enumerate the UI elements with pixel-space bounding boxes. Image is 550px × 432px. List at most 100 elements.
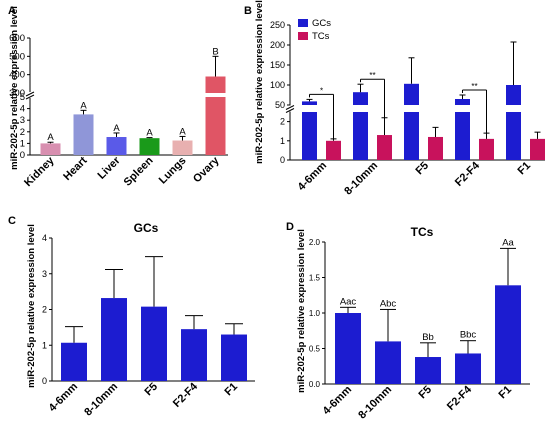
- panel-b-bar-tcs: [428, 136, 443, 160]
- panel-a-ytick-label: 500: [9, 51, 25, 62]
- panel-b-axis-break-slash-2: [285, 108, 295, 113]
- panel-d-category-label: 4-6mm: [321, 383, 355, 417]
- panel-d-bar: [415, 357, 441, 384]
- panel-letter-d: D: [286, 221, 294, 233]
- panel-d-ytick-label: 0.5: [309, 345, 321, 354]
- panel-d-bar: [335, 313, 361, 384]
- panel-a-category-label: Spleen: [122, 154, 156, 188]
- panel-b-ytick-label: 200: [270, 40, 285, 50]
- panel-b-bar-gcs-break: [403, 105, 420, 112]
- panel-b-chart: miR-202-5p relative expression level 0 1 2…: [254, 0, 545, 198]
- panel-d-category-label: F1: [497, 384, 515, 402]
- panel-b-category-label: F1: [516, 160, 534, 178]
- panel-a-ytick-label: 3: [20, 115, 25, 126]
- panel-c-ytick-label: 0: [42, 376, 47, 386]
- panel-c-bar: [61, 342, 87, 381]
- panel-a-axis-break-slash-2: [25, 94, 35, 100]
- panel-c-bar: [101, 298, 127, 381]
- panel-c-category-label: 4-6mm: [47, 380, 81, 414]
- panel-b-significance-mark: **: [369, 71, 375, 80]
- panel-a-ytick-label: 5: [20, 92, 25, 103]
- panel-a-ylabel: miR-202-5p relative expression level: [9, 6, 20, 170]
- panel-b-ytick-label: 100: [270, 80, 285, 90]
- panel-a-category-label: Kidney: [22, 154, 57, 189]
- panel-d-category-label: F5: [417, 384, 435, 402]
- panel-d-ylabel: miR-202-5p relative expression level: [296, 229, 307, 393]
- panel-c-bar: [181, 329, 207, 381]
- panel-b-category-label: F2-F4: [453, 159, 483, 189]
- panel-d-bar: [495, 285, 521, 384]
- panel-a-bar-letter: A: [113, 123, 120, 134]
- panel-a-bar: [73, 114, 94, 155]
- panel-b-axis-break-gap: [286, 105, 294, 112]
- panel-b-ytick-label: 1: [280, 136, 285, 146]
- panel-d-bar-letter: Aa: [502, 237, 514, 248]
- panel-a-ytick-label: 300: [9, 88, 25, 99]
- panel-c-title: GCs: [134, 221, 159, 235]
- panel-a-bar-letter: A: [179, 126, 186, 137]
- panel-c-bar: [141, 306, 167, 381]
- panel-c-chart: GCs miR-202-5p relative expression level…: [26, 221, 255, 419]
- panel-a-category-label: Heart: [61, 154, 90, 183]
- panel-c-bar: [221, 334, 247, 381]
- panel-d-bar: [375, 341, 401, 384]
- panel-b-ytick-label: 2: [280, 117, 285, 127]
- legend-gcs-swatch: [298, 19, 308, 27]
- panel-c-ytick-label: 2: [42, 305, 47, 315]
- panel-letter-b: B: [244, 5, 252, 17]
- panel-b-bar-tcs: [479, 138, 494, 160]
- panel-c-ylabel: miR-202-5p relative expression level: [26, 224, 37, 388]
- panel-a-bar-letter: A: [80, 100, 87, 111]
- panel-d-category-label: 8-10mm: [356, 383, 394, 421]
- panel-b-bar-tcs: [377, 135, 392, 160]
- panel-a-ytick-label: 1: [20, 138, 25, 149]
- panel-d-category-label: F2-F4: [445, 383, 475, 413]
- panel-b-ytick-label: 0: [280, 155, 285, 165]
- panel-a-bar: [172, 140, 193, 155]
- panel-a-ytick-label: 0: [20, 150, 25, 161]
- panel-b-ytick-label: 250: [270, 20, 285, 30]
- legend-gcs-label: GCs: [312, 18, 331, 29]
- panel-b-bar-tcs: [530, 138, 545, 160]
- panel-c-category-label: F5: [143, 381, 161, 399]
- legend-tcs-swatch: [298, 32, 308, 40]
- panel-b-ytick-label: 150: [270, 60, 285, 70]
- panel-a-category-label: Liver: [96, 154, 124, 182]
- panel-b-category-label: F5: [414, 160, 432, 178]
- panel-b-bar-gcs: [302, 101, 317, 160]
- panel-c-ytick-label: 1: [42, 340, 47, 350]
- panel-d-ytick-label: 0.0: [309, 380, 321, 389]
- panel-b-bar-gcs-break: [301, 105, 318, 112]
- panel-c-ytick-label: 4: [42, 233, 47, 243]
- panel-letter-c: C: [8, 215, 16, 227]
- panel-b-legend: GCs TCs: [298, 18, 331, 42]
- panel-a-ytick-label: 4: [20, 104, 25, 115]
- panel-a-axis-break-gap: [26, 92, 34, 98]
- panel-d-ytick-label: 1.0: [309, 309, 321, 318]
- panel-a-category-label: Ovary: [191, 154, 222, 185]
- panel-b-bar-gcs-break: [352, 105, 369, 112]
- panel-c-category-label: 8-10mm: [82, 380, 120, 418]
- panel-b-bar-gcs: [455, 99, 470, 160]
- panel-b-bar-gcs: [353, 92, 368, 160]
- panel-d-bar-letter: Bb: [422, 332, 434, 343]
- panel-b-bar-gcs-break: [454, 105, 471, 112]
- panel-a-category-label: Lungs: [157, 155, 189, 187]
- panel-a-bar-break: [204, 93, 227, 97]
- panel-a-ytick-label: 600: [9, 33, 25, 44]
- panel-c-category-label: F2-F4: [171, 380, 201, 410]
- panel-a-bar: [205, 76, 226, 155]
- panel-a-bar: [139, 138, 160, 155]
- panel-d-ytick-label: 2.0: [309, 238, 321, 247]
- panel-c-category-label: F1: [223, 381, 241, 399]
- panel-b-bar-gcs: [506, 85, 521, 160]
- panel-d-ytick-label: 1.5: [309, 274, 321, 283]
- panel-d-bar-letter: Aac: [340, 296, 357, 307]
- panel-b-significance-mark: **: [471, 82, 477, 91]
- panel-b-ytick-label: 50: [275, 100, 285, 110]
- panel-b-bar-gcs: [404, 83, 419, 160]
- panel-letter-a: A: [8, 5, 16, 17]
- panel-a-ytick-label: 400: [9, 70, 25, 81]
- panel-a-bar: [40, 143, 61, 155]
